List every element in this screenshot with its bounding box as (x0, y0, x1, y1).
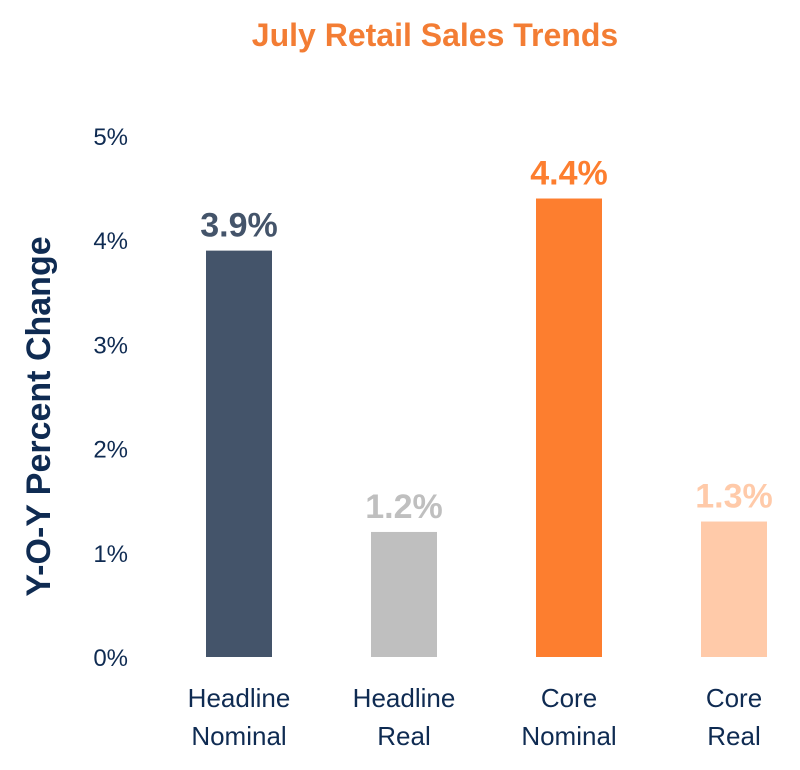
x-tick-label: Core (541, 683, 597, 713)
x-tick-label: Core (706, 683, 762, 713)
x-tick-label: Nominal (191, 721, 286, 751)
bar (371, 531, 437, 657)
y-tick-label: 4% (93, 228, 128, 255)
y-tick-label: 2% (93, 437, 128, 464)
bar (536, 198, 602, 657)
data-label: 1.3% (695, 478, 773, 516)
y-axis-label: Y-O-Y Percent Change (20, 236, 58, 596)
chart-title: July Retail Sales Trends (252, 17, 618, 53)
bar (206, 250, 272, 657)
y-tick-label: 5% (93, 124, 128, 151)
x-axis-labels: Headline Nominal Headline Real Core Nominal Co… (188, 683, 763, 751)
x-tick-label: Headline (353, 683, 456, 713)
data-labels: 3.9% 1.2% 4.4% 1.3% (200, 155, 773, 526)
y-axis-ticks: 0% 1% 2% 3% 4% 5% (93, 124, 128, 672)
y-tick-label: 0% (93, 645, 128, 672)
x-tick-label: Nominal (521, 721, 616, 751)
y-tick-label: 3% (93, 332, 128, 359)
y-tick-label: 1% (93, 541, 128, 568)
x-tick-label: Headline (188, 683, 291, 713)
data-label: 3.9% (200, 207, 278, 245)
data-label: 4.4% (530, 155, 608, 193)
x-tick-label: Real (707, 721, 760, 751)
x-tick-label: Real (377, 721, 430, 751)
data-label: 1.2% (365, 488, 443, 526)
bar (701, 521, 767, 657)
bars (206, 198, 767, 657)
